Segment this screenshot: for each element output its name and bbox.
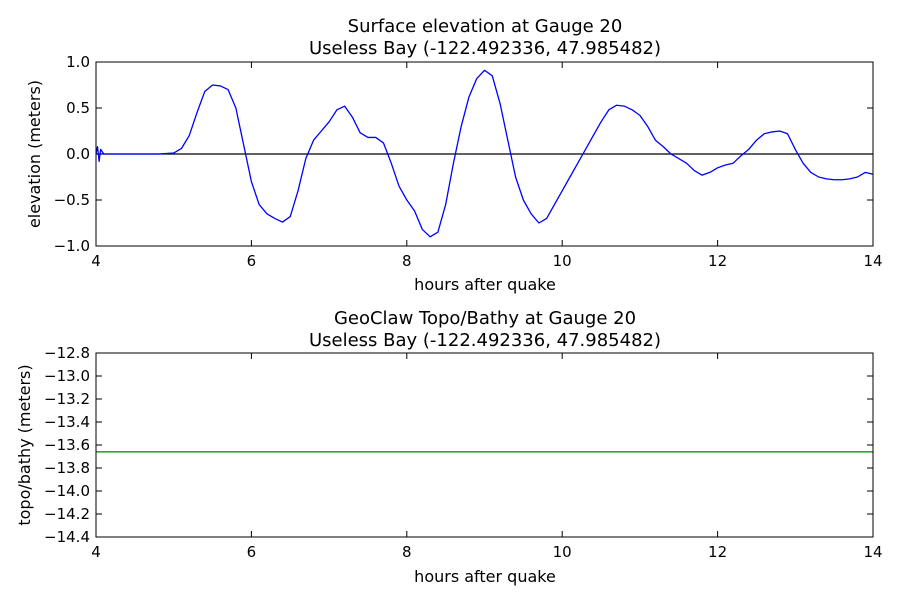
y-tick-label: −1.0 bbox=[54, 237, 90, 255]
elevation-xlabel: hours after quake bbox=[414, 275, 556, 294]
x-tick-label: 6 bbox=[247, 543, 257, 561]
y-tick-label: −14.2 bbox=[44, 505, 90, 523]
elevation-panel: Surface elevation at Gauge 20 Useless Ba… bbox=[25, 16, 883, 294]
y-tick-label: 1.0 bbox=[66, 53, 90, 71]
x-tick-label: 4 bbox=[91, 252, 101, 270]
x-tick-label: 8 bbox=[402, 543, 412, 561]
x-tick-label: 14 bbox=[863, 252, 882, 270]
topo-xlabel: hours after quake bbox=[414, 567, 556, 586]
elevation-plot-frame bbox=[95, 61, 874, 247]
x-tick-label: 4 bbox=[91, 543, 101, 561]
y-tick-label: −14.0 bbox=[44, 482, 90, 500]
y-tick-label: −13.2 bbox=[44, 390, 90, 408]
topo-panel: GeoClaw Topo/Bathy at Gauge 20 Useless B… bbox=[15, 308, 883, 586]
y-tick-label: −12.8 bbox=[44, 344, 90, 362]
x-tick-label: 12 bbox=[708, 543, 727, 561]
y-tick-label: −13.0 bbox=[44, 367, 90, 385]
topo-ticks: 4 6 8 10 12 14 −12.8 −13.0 −13.2 −13.4 −13.6 −13.8 −… bbox=[44, 344, 883, 561]
y-tick-label: −14.4 bbox=[44, 528, 90, 546]
elevation-title: Surface elevation at Gauge 20 bbox=[348, 16, 623, 37]
topo-title: GeoClaw Topo/Bathy at Gauge 20 bbox=[334, 308, 636, 329]
y-tick-label: −13.6 bbox=[44, 436, 90, 454]
elevation-series bbox=[95, 69, 874, 238]
elevation-series-line bbox=[95, 69, 874, 238]
x-tick-label: 10 bbox=[553, 252, 572, 270]
y-tick-label: 0.5 bbox=[66, 99, 90, 117]
topo-subtitle: Useless Bay (-122.492336, 47.985482) bbox=[309, 330, 661, 351]
x-tick-label: 12 bbox=[708, 252, 727, 270]
elevation-subtitle: Useless Bay (-122.492336, 47.985482) bbox=[309, 38, 661, 59]
x-tick-label: 10 bbox=[553, 543, 572, 561]
y-tick-label: −13.8 bbox=[44, 459, 90, 477]
x-tick-label: 8 bbox=[402, 252, 412, 270]
y-tick-label: −0.5 bbox=[54, 191, 90, 209]
topo-plot-frame bbox=[95, 352, 874, 538]
y-tick-label: 0.0 bbox=[66, 145, 90, 163]
y-tick-label: −13.4 bbox=[44, 413, 90, 431]
x-tick-label: 14 bbox=[863, 543, 882, 561]
topo-ylabel: topo/bathy (meters) bbox=[15, 364, 34, 525]
elevation-ylabel: elevation (meters) bbox=[25, 80, 44, 228]
x-tick-label: 6 bbox=[247, 252, 257, 270]
